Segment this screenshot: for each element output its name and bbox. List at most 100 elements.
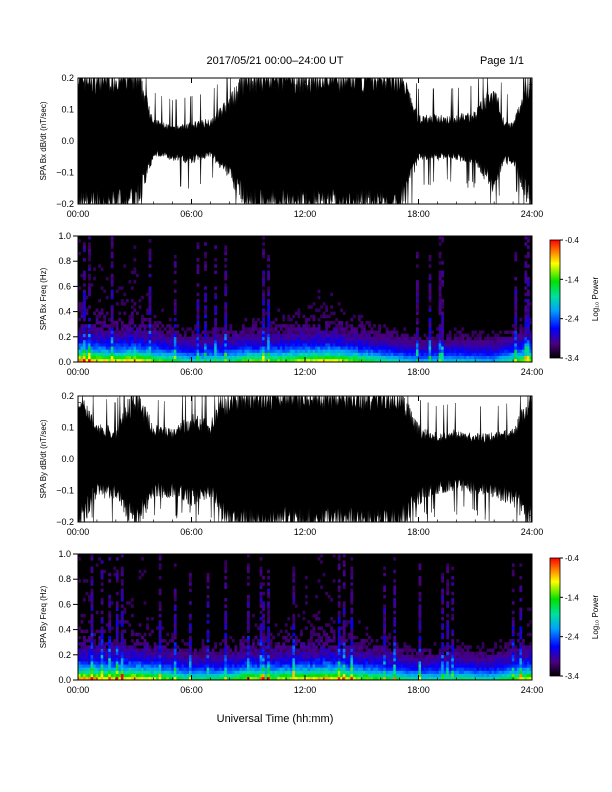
spectrogram-cell [378,346,381,350]
spectrogram-cell [335,654,339,659]
spectrogram-cell [282,654,286,659]
spectrogram-cell [521,358,525,363]
spectrogram-cell [178,349,182,353]
spectrogram-cell [78,305,81,309]
spectrogram-cell [297,349,301,353]
spectrogram-cell [188,343,192,347]
spectrogram-cell [347,670,351,674]
spectrogram-cell [214,664,218,668]
spectrogram-cell [438,254,442,259]
spectrogram-cell [191,657,195,662]
spectrogram-cell [368,355,371,360]
spectrogram-cell [398,670,402,674]
spectrogram-cell [307,664,311,668]
spectrogram-cell [110,358,114,363]
spectrogram-cell [302,645,306,649]
spectrogram-cell [108,645,112,649]
spectrogram-cell [302,324,306,328]
spectrogram-cell [463,676,467,681]
spectrogram-cell [332,651,336,656]
spectrogram-cell [262,667,265,671]
spectrogram-cell [171,327,175,331]
spectrogram-cell [125,601,129,605]
spectrogram-cell [241,661,245,665]
spectrogram-cell [236,670,240,674]
spectrogram-cell [373,654,376,659]
spectrogram-cell [287,632,291,637]
spectrogram-cell [83,673,86,678]
spectrogram-cell [373,661,376,665]
spectrogram-cell [173,346,177,350]
spectrogram-cell [426,339,429,344]
spectrogram-cell [451,664,455,668]
y-tick-label: 0.1 [61,105,74,115]
spectrogram-cell [395,673,399,678]
spectrogram-cell [108,651,112,656]
spectrogram-cell [274,317,278,322]
spectrogram-cell [294,648,298,652]
spectrogram-cell [526,292,530,297]
spectrogram-cell [428,254,432,259]
spectrogram-cell [113,664,117,668]
spectrogram-cell [110,236,114,240]
spectrogram-cell [156,324,160,328]
spectrogram-cell [418,661,422,665]
spectrogram-cell [241,645,245,649]
spectrogram-cell [110,321,114,325]
spectrogram-cell [211,355,215,360]
spectrogram-cell [267,604,270,608]
spectrogram-cell [80,667,84,671]
spectrogram-cell [231,352,235,356]
spectrogram-cell [120,610,124,615]
spectrogram-cell [413,676,417,681]
spectrogram-cell [85,676,89,681]
spectrogram-cell [408,667,412,671]
spectrogram-cell [90,667,94,671]
spectrogram-cell [441,642,445,646]
spectrogram-cell [398,336,402,341]
spectrogram-cell [204,242,207,246]
spectrogram-cell [78,302,81,306]
spectrogram-cell [458,670,462,674]
spectrogram-cell [128,314,132,319]
spectrogram-cell [141,349,144,353]
spectrogram-cell [297,613,301,618]
spectrogram-cell [345,358,349,363]
spectrogram-cell [214,673,218,678]
spectrogram-cell [526,324,530,328]
spectrogram-cell [415,286,419,290]
spectrogram-cell [441,339,445,344]
spectrogram-cell [327,645,331,649]
spectrogram-cell [421,676,424,681]
spectrogram-cell [451,639,455,643]
spectrogram-cell [393,654,397,659]
spectrogram-cell [141,654,144,659]
y-axis-label: SPA Bx Freq (Hz) [39,267,48,330]
spectrogram-cell [125,336,129,341]
spectrogram-cell [418,604,422,608]
spectrogram-cell [315,330,318,334]
spectrogram-cell [105,657,109,662]
spectrogram-cell [209,651,212,656]
spectrogram-cell [241,339,245,344]
spectrogram-cell [206,330,210,334]
spectrogram-cell [88,327,91,331]
spectrogram-cell [310,654,313,659]
spectrogram-cell [257,667,260,671]
spectrogram-cell [246,346,250,350]
spectrogram-cell [337,620,341,624]
spectrogram-cell [529,346,533,350]
spectrogram-cell [156,645,160,649]
spectrogram-cell [136,670,139,674]
spectrogram-cell [499,352,503,356]
spectrogram-cell [325,330,328,334]
spectrogram-cell [216,661,220,665]
spectrogram-cell [292,330,296,334]
spectrogram-cell [156,667,160,671]
spectrogram-cell [509,355,513,360]
spectrogram-cell [161,336,165,341]
spectrogram-cell [158,664,162,668]
spectrogram-cell [93,673,96,678]
spectrogram-cell [431,349,434,353]
spectrogram-cell [173,607,177,611]
